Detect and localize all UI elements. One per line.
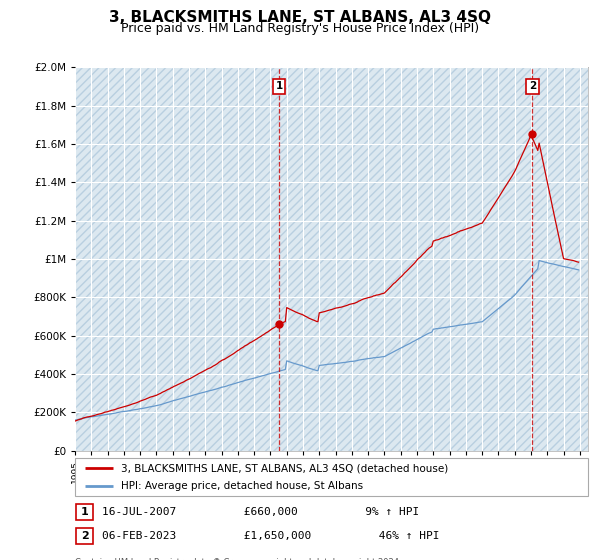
Text: Contains HM Land Registry data © Crown copyright and database right 2024.
This d: Contains HM Land Registry data © Crown c…: [75, 558, 401, 560]
FancyBboxPatch shape: [76, 504, 93, 520]
Text: 2: 2: [81, 531, 88, 541]
Text: 3, BLACKSMITHS LANE, ST ALBANS, AL3 4SQ (detached house): 3, BLACKSMITHS LANE, ST ALBANS, AL3 4SQ …: [121, 463, 448, 473]
FancyBboxPatch shape: [76, 528, 93, 544]
Text: 2: 2: [529, 81, 536, 91]
Text: 06-FEB-2023          £1,650,000          46% ↑ HPI: 06-FEB-2023 £1,650,000 46% ↑ HPI: [102, 531, 439, 541]
Text: 16-JUL-2007          £660,000          9% ↑ HPI: 16-JUL-2007 £660,000 9% ↑ HPI: [102, 507, 419, 517]
Text: Price paid vs. HM Land Registry's House Price Index (HPI): Price paid vs. HM Land Registry's House …: [121, 22, 479, 35]
Text: 1: 1: [275, 81, 283, 91]
Text: 3, BLACKSMITHS LANE, ST ALBANS, AL3 4SQ: 3, BLACKSMITHS LANE, ST ALBANS, AL3 4SQ: [109, 10, 491, 25]
Text: HPI: Average price, detached house, St Albans: HPI: Average price, detached house, St A…: [121, 481, 363, 491]
Text: 1: 1: [81, 507, 88, 517]
FancyBboxPatch shape: [75, 458, 588, 496]
